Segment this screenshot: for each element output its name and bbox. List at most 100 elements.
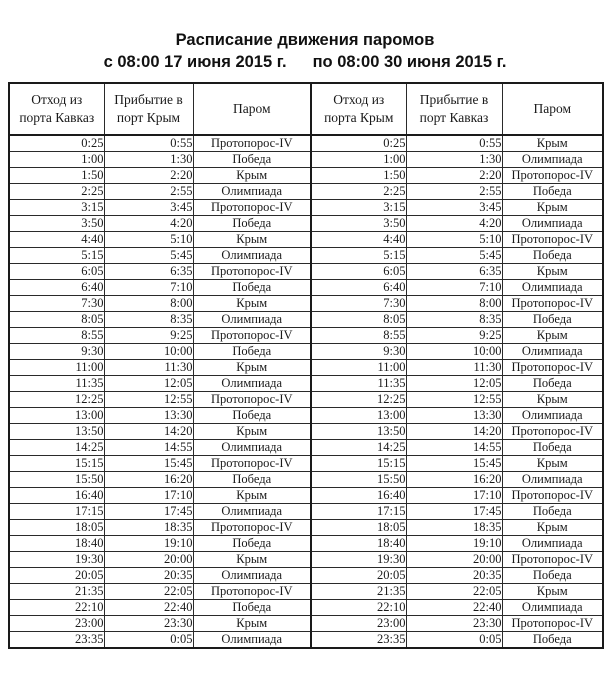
time-cell: 9:30 <box>8 343 105 360</box>
table-row: 8:55 9:25 Протопорос-IV 8:55 9:25 Крым <box>8 327 604 344</box>
time-cell: 20:05 <box>8 567 105 584</box>
time-cell: 14:55 <box>405 439 503 456</box>
time-cell: 20:05 <box>310 567 407 584</box>
ferry-name-cell: Олимпиада <box>501 471 604 488</box>
time-cell: 9:30 <box>310 343 407 360</box>
time-cell: 14:20 <box>405 423 503 440</box>
time-cell: 3:15 <box>8 199 105 216</box>
time-cell: 12:05 <box>103 375 194 392</box>
time-cell: 19:10 <box>103 535 194 552</box>
ferry-name-cell: Олимпиада <box>501 151 604 168</box>
ferry-name-cell: Протопорос-IV <box>501 615 604 632</box>
time-cell: 23:00 <box>8 615 105 632</box>
time-cell: 22:40 <box>103 599 194 616</box>
table-row: 14:25 14:55 Олимпиада 14:25 14:55 Победа <box>8 439 604 456</box>
time-cell: 20:35 <box>405 567 503 584</box>
col-header-ferry-left: Паром <box>192 82 312 136</box>
time-cell: 0:05 <box>103 631 194 649</box>
ferry-name-cell: Протопорос-IV <box>192 583 312 600</box>
time-cell: 12:55 <box>405 391 503 408</box>
time-cell: 16:40 <box>8 487 105 504</box>
table-row: 23:35 0:05 Олимпиада 23:35 0:05 Победа <box>8 631 604 649</box>
table-row: 1:50 2:20 Крым 1:50 2:20 Протопорос-IV <box>8 167 604 184</box>
date-range-end: по 08:00 30 июня 2015 г. <box>312 53 507 71</box>
time-cell: 7:30 <box>8 295 105 312</box>
table-row: 21:35 22:05 Протопорос-IV 21:35 22:05 Крым <box>8 583 604 600</box>
ferry-name-cell: Протопорос-IV <box>192 391 312 408</box>
time-cell: 0:55 <box>405 134 503 152</box>
ferry-name-cell: Победа <box>192 151 312 168</box>
time-cell: 2:55 <box>405 183 503 200</box>
time-cell: 11:00 <box>8 359 105 376</box>
ferry-name-cell: Олимпиада <box>192 183 312 200</box>
ferry-name-cell: Олимпиада <box>192 375 312 392</box>
time-cell: 14:55 <box>103 439 194 456</box>
ferry-name-cell: Победа <box>501 631 604 649</box>
table-row: 9:30 10:00 Победа 9:30 10:00 Олимпиада <box>8 343 604 360</box>
ferry-name-cell: Протопорос-IV <box>501 423 604 440</box>
ferry-name-cell: Олимпиада <box>501 535 604 552</box>
time-cell: 8:35 <box>103 311 194 328</box>
table-row: 19:30 20:00 Крым 19:30 20:00 Протопорос-IV <box>8 551 604 568</box>
time-cell: 8:00 <box>103 295 194 312</box>
time-cell: 7:10 <box>103 279 194 296</box>
time-cell: 18:35 <box>405 519 503 536</box>
time-cell: 11:30 <box>405 359 503 376</box>
time-cell: 0:25 <box>310 134 407 152</box>
table-row: 3:50 4:20 Победа 3:50 4:20 Олимпиада <box>8 215 604 232</box>
table-row: 12:25 12:55 Протопорос-IV 12:25 12:55 Крым <box>8 391 604 408</box>
time-cell: 11:00 <box>310 359 407 376</box>
table-row: 23:00 23:30 Крым 23:00 23:30 Протопорос-IV <box>8 615 604 632</box>
time-cell: 17:15 <box>8 503 105 520</box>
time-cell: 5:45 <box>103 247 194 264</box>
ferry-name-cell: Крым <box>192 487 312 504</box>
page-title: Расписание движения паромов <box>175 31 435 49</box>
time-cell: 13:50 <box>310 423 407 440</box>
time-cell: 5:15 <box>310 247 407 264</box>
ferry-name-cell: Протопорос-IV <box>192 455 312 472</box>
time-cell: 22:10 <box>310 599 407 616</box>
ferry-name-cell: Олимпиада <box>501 279 604 296</box>
table-row: 1:00 1:30 Победа 1:00 1:30 Олимпиада <box>8 151 604 168</box>
col-header-ferry-right: Паром <box>501 82 604 136</box>
time-cell: 2:55 <box>103 183 194 200</box>
time-cell: 11:30 <box>103 359 194 376</box>
schedule-table: Отход из порта Кавказ Прибытие в порт Кр… <box>8 82 604 649</box>
ferry-name-cell: Крым <box>192 167 312 184</box>
ferry-name-cell: Протопорос-IV <box>192 519 312 536</box>
time-cell: 8:00 <box>405 295 503 312</box>
table-row: 4:40 5:10 Крым 4:40 5:10 Протопорос-IV <box>8 231 604 248</box>
col-header-depart-krym: Отход из порта Крым <box>310 82 407 136</box>
time-cell: 1:30 <box>405 151 503 168</box>
ferry-name-cell: Олимпиада <box>192 567 312 584</box>
ferry-name-cell: Победа <box>501 183 604 200</box>
time-cell: 14:25 <box>310 439 407 456</box>
time-cell: 20:00 <box>103 551 194 568</box>
table-row: 16:40 17:10 Крым 16:40 17:10 Протопорос-IV <box>8 487 604 504</box>
table-row: 13:50 14:20 Крым 13:50 14:20 Протопорос-IV <box>8 423 604 440</box>
time-cell: 10:00 <box>405 343 503 360</box>
table-row: 6:40 7:10 Победа 6:40 7:10 Олимпиада <box>8 279 604 296</box>
table-row: 11:35 12:05 Олимпиада 11:35 12:05 Победа <box>8 375 604 392</box>
ferry-name-cell: Протопорос-IV <box>501 487 604 504</box>
ferry-name-cell: Победа <box>192 407 312 424</box>
time-cell: 4:20 <box>103 215 194 232</box>
time-cell: 22:05 <box>405 583 503 600</box>
table-row: 0:25 0:55 Протопорос-IV 0:25 0:55 Крым <box>8 134 604 152</box>
time-cell: 22:05 <box>103 583 194 600</box>
time-cell: 15:45 <box>103 455 194 472</box>
time-cell: 17:15 <box>310 503 407 520</box>
time-cell: 2:20 <box>103 167 194 184</box>
ferry-name-cell: Протопорос-IV <box>501 167 604 184</box>
time-cell: 12:25 <box>8 391 105 408</box>
time-cell: 8:35 <box>405 311 503 328</box>
time-cell: 19:10 <box>405 535 503 552</box>
time-cell: 2:25 <box>8 183 105 200</box>
time-cell: 6:35 <box>405 263 503 280</box>
table-row: 5:15 5:45 Олимпиада 5:15 5:45 Победа <box>8 247 604 264</box>
time-cell: 3:15 <box>310 199 407 216</box>
time-cell: 18:40 <box>310 535 407 552</box>
time-cell: 2:25 <box>310 183 407 200</box>
time-cell: 13:30 <box>405 407 503 424</box>
ferry-name-cell: Протопорос-IV <box>192 199 312 216</box>
